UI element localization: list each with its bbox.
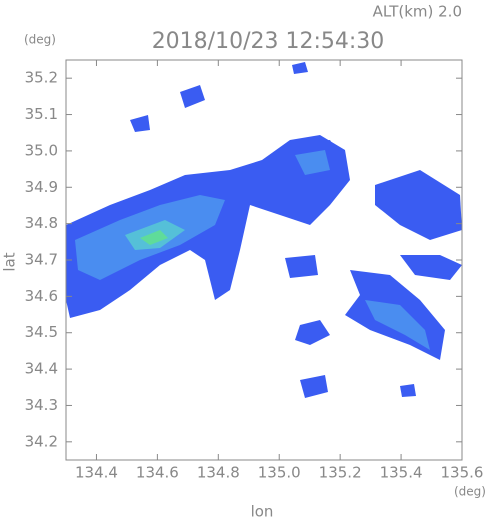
y-tick-label: 34.9 bbox=[25, 178, 58, 196]
y-tick-label: 34.7 bbox=[25, 251, 58, 269]
y-tick-label: 34.6 bbox=[25, 287, 58, 305]
y-unit: (deg) bbox=[24, 33, 56, 47]
x-tick-label: 135.2 bbox=[319, 464, 362, 482]
subtitle: ALT(km) 2.0 bbox=[373, 3, 462, 21]
x-tick-label: 134.4 bbox=[75, 464, 118, 482]
x-axis-label: lon bbox=[251, 503, 274, 521]
y-tick-label: 34.3 bbox=[25, 396, 58, 414]
y-tick-label: 35.0 bbox=[25, 141, 58, 159]
x-unit: (deg) bbox=[454, 485, 486, 499]
x-tick-label: 135.0 bbox=[258, 464, 301, 482]
y-tick-label: 35.1 bbox=[25, 105, 58, 123]
y-tick-label: 34.4 bbox=[25, 360, 58, 378]
y-tick-label: 34.5 bbox=[25, 323, 58, 341]
precipitation bbox=[66, 62, 462, 398]
x-tick-label: 134.8 bbox=[197, 464, 240, 482]
chart-title: 2018/10/23 12:54:30 bbox=[152, 29, 385, 54]
y-tick-label: 34.8 bbox=[25, 214, 58, 232]
y-tick-label: 35.2 bbox=[25, 69, 58, 87]
y-axis-label: lat bbox=[1, 252, 19, 271]
x-tick-label: 135.4 bbox=[380, 464, 423, 482]
y-tick-label: 34.2 bbox=[25, 432, 58, 450]
x-tick-label: 134.6 bbox=[136, 464, 179, 482]
x-tick-label: 135.6 bbox=[441, 464, 484, 482]
